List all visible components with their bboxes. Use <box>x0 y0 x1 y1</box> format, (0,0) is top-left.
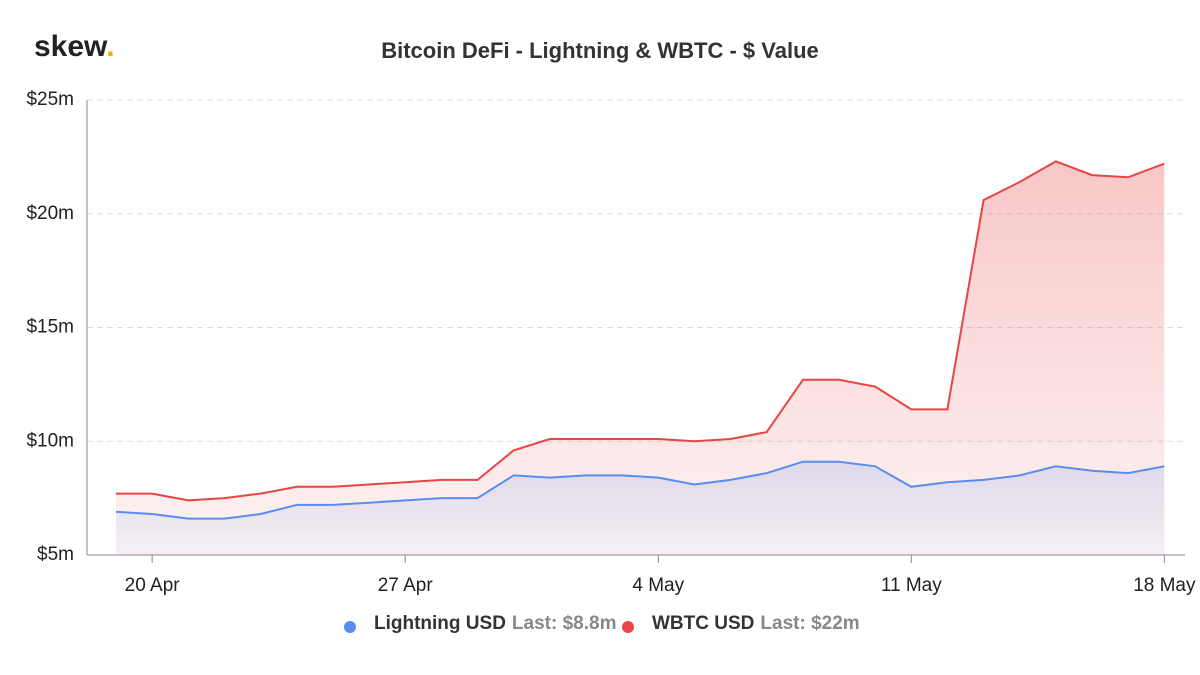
y-tick-label: $20m <box>26 203 74 224</box>
y-tick-label: $5m <box>37 544 74 565</box>
legend-note: Last: $22m <box>760 613 859 634</box>
x-tick-label: 18 May <box>1133 575 1196 596</box>
x-tick-label: 4 May <box>632 575 684 596</box>
x-tick-label: 27 Apr <box>378 575 434 596</box>
y-tick-label: $25m <box>26 89 74 110</box>
series-area <box>116 461 1165 555</box>
legend: Lightning USD Last: $8.8m WBTC USD Last: $2… <box>344 613 860 634</box>
series-line <box>116 160 1165 502</box>
chart-title: Bitcoin DeFi - Lightning & WBTC - $ Valu… <box>381 38 819 63</box>
legend-item: Lightning USD Last: $8.8m <box>344 613 616 634</box>
legend-swatch <box>622 621 634 633</box>
y-tick-label: $10m <box>26 430 74 451</box>
brand-dot: . <box>106 30 114 63</box>
brand-logo: skew. <box>34 30 115 63</box>
series-area <box>116 161 1165 555</box>
legend-text: WBTC USD Last: $22m <box>652 613 860 634</box>
y-tick-label: $15m <box>26 317 74 338</box>
legend-text: Lightning USD Last: $8.8m <box>374 613 616 634</box>
legend-swatch <box>344 621 356 633</box>
legend-item: WBTC USD Last: $22m <box>622 613 860 634</box>
brand-name: skew <box>34 30 108 63</box>
plot: $5m $10m $15m $20m $25m 20 Apr 27 Apr 4 May 11 M… <box>26 89 1196 596</box>
series-line <box>115 460 1165 520</box>
legend-name: Lightning USD <box>374 613 506 634</box>
legend-name: WBTC USD <box>652 613 754 634</box>
legend-note: Last: $8.8m <box>512 613 617 634</box>
x-tick-label: 20 Apr <box>125 575 181 596</box>
x-tick-label: 11 May <box>881 575 942 596</box>
